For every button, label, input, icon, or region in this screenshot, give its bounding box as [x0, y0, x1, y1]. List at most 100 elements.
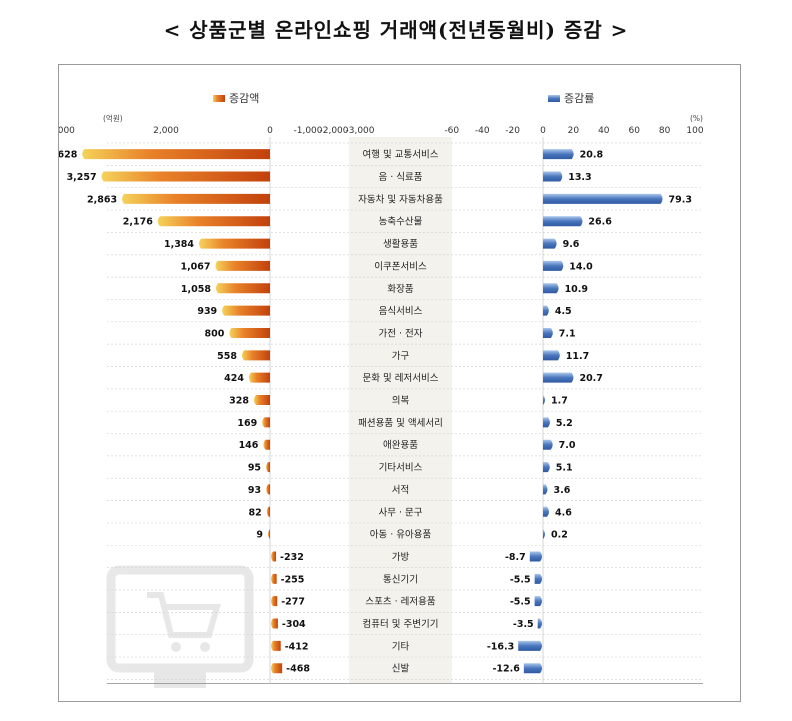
legend-increase-amount-swatch [213, 95, 225, 102]
left-value-label: 558 [217, 351, 237, 362]
left-bar [248, 372, 270, 383]
left-value-label: 800 [205, 328, 225, 339]
right-bar [518, 640, 542, 651]
category-label: 음식서비스 [379, 306, 423, 317]
category-label: 기타서비스 [379, 463, 423, 474]
right-bar [543, 350, 560, 361]
left-value-label: 2,176 [123, 217, 153, 228]
right-bar [543, 171, 563, 182]
left-bar [215, 283, 270, 294]
left-value-label: 1,384 [164, 239, 194, 250]
right-value-label: 7.0 [559, 440, 576, 451]
right-tick-label: 60 [628, 126, 640, 136]
right-bar [543, 395, 545, 406]
legend-increase-amount: 증감액 [229, 92, 259, 105]
left-bar [229, 327, 270, 338]
right-bar [543, 439, 553, 450]
category-label: 기타 [392, 641, 410, 652]
right-value-label: 20.8 [580, 150, 604, 161]
right-tick-label: 100 [686, 126, 703, 136]
right-unit-label: (%) [690, 114, 703, 123]
category-label: 가전 · 전자 [378, 328, 422, 339]
left-bar [271, 551, 277, 562]
right-bar [543, 260, 564, 271]
category-label: 신발 [392, 664, 410, 675]
right-value-label: -5.5 [510, 574, 531, 585]
left-value-label: 95 [248, 463, 261, 474]
category-label: 애완용품 [383, 440, 418, 451]
left-value-label: 1,058 [181, 284, 211, 295]
right-value-label: 11.7 [566, 351, 589, 362]
left-bar [157, 216, 270, 227]
category-label: 아동 · 유아용품 [370, 530, 432, 541]
page-title: < 상품군별 온라인쇼핑 거래액(전년동월비) 증감 > [163, 18, 629, 42]
right-bar [543, 417, 550, 428]
left-bar [262, 417, 270, 428]
category-label: 문화 및 레저서비스 [363, 372, 439, 384]
category-label: 사무 · 문구 [378, 507, 422, 518]
right-bar [537, 618, 542, 629]
right-value-label: 14.0 [569, 261, 593, 272]
category-label: 자동차 및 자동차용품 [358, 193, 443, 205]
left-bar [263, 439, 270, 450]
left-bar [122, 193, 271, 204]
right-tick-label: 20 [568, 126, 580, 136]
right-bar [543, 506, 549, 517]
right-value-label: -3.5 [513, 619, 534, 630]
left-value-label: 3,628 [59, 150, 78, 161]
category-label: 통신기기 [383, 574, 418, 585]
left-bar [271, 640, 281, 651]
category-band [349, 137, 452, 684]
left-tick-label: -2,000 [319, 126, 348, 136]
left-bar [222, 305, 270, 316]
left-bar [271, 573, 277, 584]
right-bar [523, 663, 542, 674]
legend-increase-rate-swatch [548, 95, 560, 102]
right-value-label: -16.3 [487, 641, 514, 652]
left-tick-label: 4,000 [59, 126, 75, 136]
left-bar [241, 350, 270, 361]
right-value-label: 9.6 [563, 239, 580, 250]
left-value-label: -277 [281, 597, 305, 608]
right-value-label: 7.1 [559, 328, 576, 339]
category-label: 패션용품 및 액세서리 [358, 417, 443, 429]
right-bar [543, 327, 553, 338]
left-tick-label: -1,000 [293, 126, 322, 136]
category-label: 서적 [392, 484, 409, 496]
right-bar [543, 305, 549, 316]
right-tick-label: 40 [598, 126, 610, 136]
left-bar [271, 596, 278, 607]
category-label: 컴퓨터 및 주변기기 [363, 618, 439, 630]
left-value-label: -255 [281, 574, 305, 585]
right-tick-label: -40 [475, 126, 490, 136]
right-value-label: 5.1 [556, 463, 573, 474]
right-value-label: 20.7 [579, 373, 602, 384]
category-label: 이쿠폰서비스 [374, 261, 427, 272]
left-value-label: 82 [249, 507, 262, 518]
left-bar [253, 395, 270, 406]
left-value-label: -468 [286, 664, 310, 675]
category-label: 의복 [392, 396, 410, 407]
left-bar [266, 506, 270, 517]
right-bar [534, 596, 542, 607]
right-value-label: 4.5 [555, 306, 572, 317]
right-bar [534, 573, 542, 584]
left-value-label: 328 [229, 396, 249, 407]
right-value-label: 1.7 [551, 396, 568, 407]
right-value-label: 5.2 [556, 418, 573, 429]
left-tick-label: 0 [267, 126, 273, 136]
right-bar [543, 238, 557, 249]
legend-increase-rate: 증감률 [564, 92, 594, 105]
left-bar [268, 529, 270, 540]
right-value-label: 4.6 [555, 507, 572, 518]
left-value-label: 2,863 [87, 194, 117, 205]
right-value-label: 79.3 [669, 194, 692, 205]
left-value-label: 146 [239, 440, 259, 451]
right-bar [529, 551, 542, 562]
right-bar [543, 484, 548, 495]
right-bar [543, 216, 583, 227]
chart-canvas: 증감액증감률(억원)(%)6,0004,0002,0000-1,000-2,00… [59, 92, 704, 688]
right-bar [543, 529, 545, 540]
category-label: 가구 [392, 351, 410, 362]
shopping-cart-watermark-icon [106, 565, 254, 688]
